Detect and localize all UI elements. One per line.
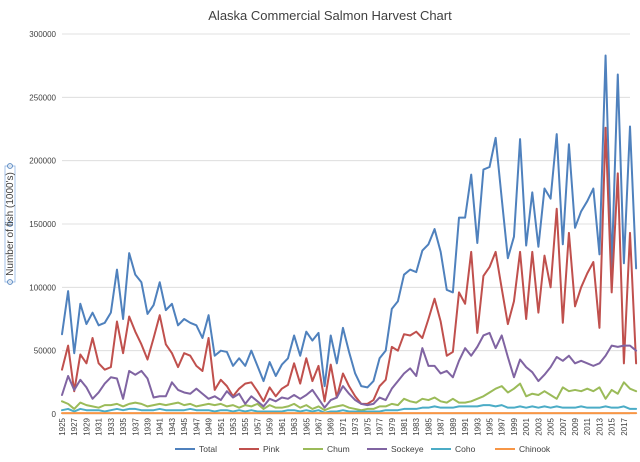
x-tick-label: 1959 xyxy=(266,417,275,435)
x-tick-label: 1977 xyxy=(376,417,385,435)
x-tick-label: 1951 xyxy=(217,417,226,435)
x-tick-label: 1971 xyxy=(339,417,348,435)
x-tick-label: 2003 xyxy=(534,417,543,435)
series-line-pink xyxy=(61,126,638,405)
y-tick-label: 150000 xyxy=(29,220,56,229)
x-tick-label: 1947 xyxy=(192,417,201,435)
x-tick-label: 1941 xyxy=(156,417,165,435)
y-tick-label: 250000 xyxy=(29,93,56,102)
series-line-sockeye xyxy=(61,331,638,409)
x-tick-label: 1979 xyxy=(388,417,397,435)
x-tick-label: 2005 xyxy=(547,417,556,435)
x-tick-label: 1975 xyxy=(363,417,372,435)
x-tick-label: 1991 xyxy=(461,417,470,435)
x-tick-label: 1935 xyxy=(119,417,128,435)
chart-title: Alaska Commercial Salmon Harvest Chart xyxy=(208,8,452,23)
legend: Total Pink Chum Sockeye Coho Chinook xyxy=(175,444,551,454)
series-line-coho xyxy=(61,404,638,414)
x-tick-label: 1999 xyxy=(510,417,519,435)
x-tick-label: 2009 xyxy=(571,417,580,435)
x-tick-label: 1945 xyxy=(180,417,189,435)
x-tick-label: 1937 xyxy=(131,417,140,435)
x-tick-label: 1957 xyxy=(253,417,262,435)
x-tick-label: 1927 xyxy=(70,417,79,435)
legend-label-chum: Chum xyxy=(327,444,350,454)
x-tick-label: 1925 xyxy=(58,417,67,435)
x-tick-label: 1989 xyxy=(449,417,458,435)
gridlines xyxy=(62,33,630,415)
x-tick-label: 2001 xyxy=(522,417,531,435)
x-tick-label: 2007 xyxy=(559,417,568,435)
y-axis-label: Number of fish (1000's) xyxy=(5,172,16,276)
series-lines xyxy=(61,54,638,415)
x-tick-label: 1965 xyxy=(302,417,311,435)
x-tick-label: 1983 xyxy=(412,417,421,435)
legend-label-sockeye: Sockeye xyxy=(391,444,424,454)
x-tick-label: 1987 xyxy=(437,417,446,435)
x-tick-label: 1943 xyxy=(168,417,177,435)
y-tick-label: 300000 xyxy=(29,30,56,39)
x-tick-label: 1969 xyxy=(327,417,336,435)
x-tick-label: 2015 xyxy=(608,417,617,435)
x-tick-label: 1985 xyxy=(424,417,433,435)
series-line-total xyxy=(61,54,638,389)
x-tick-label: 1929 xyxy=(82,417,91,435)
legend-label-total: Total xyxy=(199,444,217,454)
legend-label-pink: Pink xyxy=(263,444,280,454)
x-tick-label: 1931 xyxy=(95,417,104,435)
y-tick-label: 100000 xyxy=(29,283,56,292)
series-line-chum xyxy=(61,381,638,412)
x-axis-ticks: 1925 1927 1929 1931 1933 1935 1937 1939 1941 1943… xyxy=(58,417,629,435)
x-tick-label: 1955 xyxy=(241,417,250,435)
x-tick-label: 1973 xyxy=(351,417,360,435)
x-tick-label: 1961 xyxy=(278,417,287,435)
y-tick-label: 50000 xyxy=(34,347,57,356)
x-tick-label: 1939 xyxy=(144,417,153,435)
x-tick-label: 1993 xyxy=(473,417,482,435)
x-tick-label: 1981 xyxy=(400,417,409,435)
x-tick-label: 1933 xyxy=(107,417,116,435)
x-tick-label: 1997 xyxy=(498,417,507,435)
x-tick-label: 1995 xyxy=(486,417,495,435)
legend-label-coho: Coho xyxy=(455,444,476,454)
x-tick-label: 1953 xyxy=(229,417,238,435)
y-axis-ticks: 0 50000 100000 150000 200000 250000 300000 xyxy=(29,30,56,419)
x-tick-label: 1963 xyxy=(290,417,299,435)
x-tick-label: 2017 xyxy=(620,417,629,435)
x-tick-label: 2013 xyxy=(595,417,604,435)
x-tick-label: 1967 xyxy=(315,417,324,435)
y-axis-label-box[interactable]: Number of fish (1000's) xyxy=(4,163,16,285)
legend-label-chinook: Chinook xyxy=(519,444,551,454)
y-tick-label: 200000 xyxy=(29,157,56,166)
x-tick-label: 2011 xyxy=(583,417,592,435)
x-tick-label: 1949 xyxy=(205,417,214,435)
y-tick-label: 0 xyxy=(52,410,57,419)
